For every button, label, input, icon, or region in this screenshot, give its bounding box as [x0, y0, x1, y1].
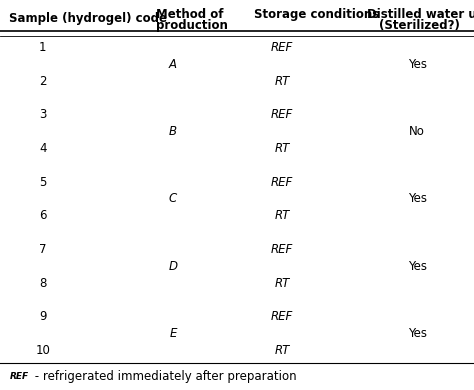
Text: REF: REF [9, 372, 28, 381]
Text: D: D [169, 260, 177, 273]
Text: 1: 1 [39, 41, 46, 54]
Text: Yes: Yes [408, 327, 427, 340]
Text: production: production [156, 20, 228, 32]
Text: 10: 10 [35, 344, 50, 357]
Text: 2: 2 [39, 74, 46, 88]
Text: 5: 5 [39, 176, 46, 189]
Text: RT: RT [274, 74, 290, 88]
Text: REF: REF [271, 310, 293, 323]
Text: 4: 4 [39, 142, 46, 155]
Text: Yes: Yes [408, 260, 427, 273]
Text: 3: 3 [39, 108, 46, 121]
Text: RT: RT [274, 277, 290, 289]
Text: REF: REF [271, 243, 293, 256]
Text: Distilled water used: Distilled water used [367, 8, 474, 21]
Text: 8: 8 [39, 277, 46, 289]
Text: RT: RT [274, 142, 290, 155]
Text: Yes: Yes [408, 192, 427, 206]
Text: B: B [169, 125, 177, 138]
Text: REF: REF [271, 176, 293, 189]
Text: Method of: Method of [156, 8, 224, 21]
Text: E: E [169, 327, 177, 340]
Text: 6: 6 [39, 209, 46, 222]
Text: 7: 7 [39, 243, 46, 256]
Text: - refrigerated immediately after preparation: - refrigerated immediately after prepara… [31, 370, 296, 383]
Text: RT: RT [274, 344, 290, 357]
Text: Yes: Yes [408, 58, 427, 71]
Text: 9: 9 [39, 310, 46, 323]
Text: (Sterilized?): (Sterilized?) [379, 20, 460, 32]
Text: RT: RT [274, 209, 290, 222]
Text: No: No [409, 125, 425, 138]
Text: REF: REF [271, 41, 293, 54]
Text: A: A [169, 58, 177, 71]
Text: C: C [169, 192, 177, 206]
Text: Sample (hydrogel) code: Sample (hydrogel) code [9, 12, 167, 25]
Text: Storage conditions: Storage conditions [254, 8, 379, 21]
Text: REF: REF [271, 108, 293, 121]
